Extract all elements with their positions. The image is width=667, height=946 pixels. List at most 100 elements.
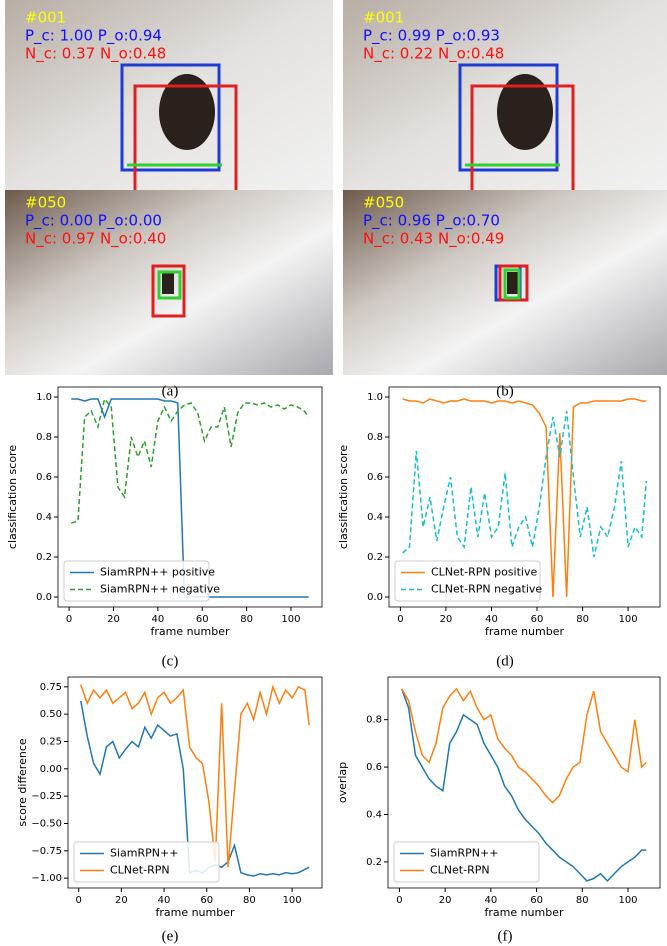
legend-label: CLNet-RPN [430, 864, 490, 877]
x-tick-label: 0 [397, 614, 403, 625]
x-axis-label: frame number [485, 625, 565, 638]
legend-label: SiamRPN++ [430, 847, 498, 860]
legend-label: SiamRPN++ negative [100, 583, 220, 596]
y-tick-label: 0.8 [367, 432, 383, 443]
legend-label: CLNet-RPN [110, 864, 170, 877]
caption: (f) [498, 928, 513, 944]
frame-label: #001 [363, 9, 404, 27]
bbox [120, 63, 221, 172]
y-axis-label: classification score [6, 445, 19, 549]
caption: (a) [162, 383, 179, 399]
legend-label: SiamRPN++ positive [100, 566, 215, 579]
series-line [71, 397, 310, 524]
negative-scores: N_c: 0.22 N_o:0.48 [363, 45, 504, 64]
x-tick-label: 60 [200, 895, 213, 906]
negative-scores: N_c: 0.97 N_o:0.40 [25, 230, 166, 249]
person [497, 74, 553, 150]
x-tick-label: 0 [75, 895, 81, 906]
legend-label: CLNet-RPN positive [431, 566, 537, 579]
x-tick-label: 20 [440, 614, 453, 625]
x-axis-label: frame number [150, 625, 230, 638]
x-tick-label: 80 [240, 614, 253, 625]
x-tick-label: 80 [576, 614, 589, 625]
caption: (e) [162, 928, 179, 944]
bbox [458, 63, 559, 172]
y-tick-label: 1.0 [367, 392, 383, 403]
y-tick-label: 0.4 [36, 512, 52, 523]
y-tick-label: 0.6 [36, 472, 52, 483]
y-tick-label: −1.00 [31, 873, 62, 884]
legend-box [73, 841, 220, 883]
x-axis-label: frame number [155, 906, 235, 919]
x-tick-label: 0 [66, 614, 72, 625]
plot-frame [388, 386, 661, 608]
y-tick-label: 0.8 [36, 432, 52, 443]
frame-label: #050 [363, 194, 404, 212]
series-line [80, 684, 310, 868]
frame-label: #001 [25, 9, 66, 27]
y-tick-label: −0.75 [31, 846, 62, 857]
y-tick-label: 0.2 [36, 552, 52, 563]
x-tick-label: 80 [576, 895, 589, 906]
bbox [151, 264, 186, 318]
x-tick-label: 60 [530, 895, 543, 906]
y-axis-label: classification score [337, 445, 350, 549]
y-tick-label: 0.25 [40, 737, 62, 748]
x-tick-label: 60 [196, 614, 209, 625]
x-tick-label: 20 [107, 614, 120, 625]
legend-box [394, 560, 541, 602]
positive-scores: P_c: 0.00 P_o:0.00 [25, 212, 162, 231]
legend-label: CLNet-RPN negative [431, 583, 542, 596]
y-tick-label: 0.2 [366, 857, 382, 868]
bbox [503, 268, 521, 300]
y-tick-label: −0.50 [31, 818, 62, 829]
positive-scores: P_c: 1.00 P_o:0.94 [25, 27, 162, 46]
legend-label: SiamRPN++ [110, 847, 178, 860]
negative-scores: N_c: 0.37 N_o:0.48 [25, 45, 166, 64]
y-tick-label: 0.0 [367, 592, 383, 603]
frame-label: #050 [25, 194, 66, 212]
person [159, 74, 215, 150]
plot-frame [67, 676, 323, 889]
series-line [402, 410, 648, 558]
y-tick-label: 0.6 [366, 762, 382, 773]
x-tick-label: 100 [281, 614, 300, 625]
y-tick-label: 0.4 [367, 512, 383, 523]
y-tick-label: 0.0 [36, 592, 52, 603]
y-tick-label: 0.50 [40, 709, 62, 720]
negative-scores: N_c: 0.43 N_o:0.49 [363, 230, 504, 249]
y-tick-label: 0.4 [366, 810, 382, 821]
y-axis-label: score difference [16, 738, 29, 827]
x-tick-label: 40 [484, 895, 497, 906]
y-tick-label: 0.2 [367, 552, 383, 563]
y-tick-label: 0.00 [40, 764, 62, 775]
bbox [157, 270, 182, 300]
x-tick-label: 40 [158, 895, 171, 906]
positive-scores: P_c: 0.99 P_o:0.93 [363, 27, 500, 46]
y-tick-label: −0.25 [31, 791, 62, 802]
x-tick-label: 40 [151, 614, 164, 625]
y-tick-label: 0.8 [366, 715, 382, 726]
x-tick-label: 100 [618, 895, 637, 906]
legend-box [63, 560, 210, 602]
y-tick-label: 0.6 [367, 472, 383, 483]
x-tick-label: 0 [396, 895, 402, 906]
person [162, 272, 174, 294]
caption: (b) [496, 383, 514, 399]
person [507, 272, 519, 294]
x-axis-label: frame number [484, 906, 564, 919]
series-line [401, 688, 647, 882]
x-tick-label: 20 [439, 895, 452, 906]
x-tick-label: 20 [115, 895, 128, 906]
legend-box [393, 841, 540, 883]
positive-scores: P_c: 0.96 P_o:0.70 [363, 212, 500, 231]
series-line [401, 687, 647, 804]
plot-frame [387, 676, 661, 889]
series-line [402, 398, 647, 598]
caption: (d) [496, 653, 514, 669]
x-tick-label: 100 [283, 895, 302, 906]
y-tick-label: 1.0 [36, 392, 52, 403]
bbox [498, 264, 529, 302]
plot-frame [57, 386, 323, 608]
